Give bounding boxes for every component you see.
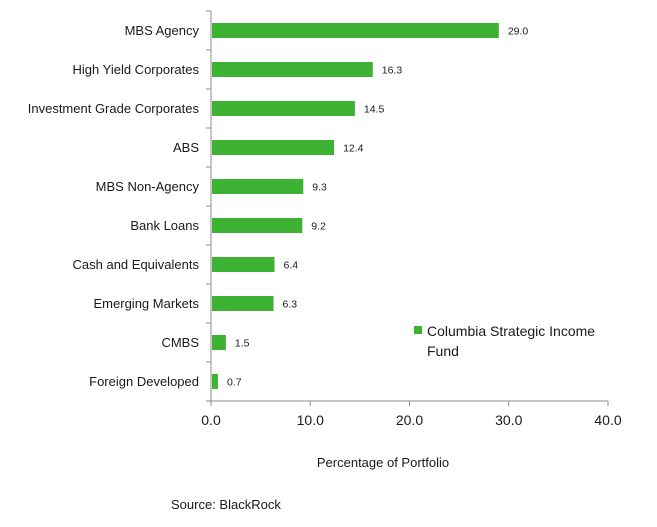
category-label-cmbs: CMBS [161,335,199,350]
x-tick-label-0: 0.0 [201,412,221,428]
bar-cash-and-equivalents [212,257,275,272]
x-tick-label-3: 30.0 [495,412,522,428]
category-label-investment-grade-corporates: Investment Grade Corporates [28,101,200,116]
category-label-high-yield-corporates: High Yield Corporates [73,62,200,77]
bar-foreign-developed [212,374,218,389]
value-label-foreign-developed: 0.7 [227,377,242,389]
value-label-abs: 12.4 [343,143,364,155]
bar-emerging-markets [212,296,274,311]
bar-cmbs [212,335,226,350]
value-label-emerging-markets: 6.3 [283,299,298,311]
category-label-cash-and-equivalents: Cash and Equivalents [73,257,200,272]
value-label-high-yield-corporates: 16.3 [382,65,403,77]
x-tick-labels: 0.0 10.0 20.0 30.0 40.0 [201,412,622,428]
value-label-cash-and-equivalents: 6.4 [284,260,299,272]
bar-abs [212,140,335,155]
category-labels: MBS Agency High Yield Corporates Investmen… [28,23,200,389]
x-axis-title: Percentage of Portfolio [317,455,449,470]
x-tick-label-2: 20.0 [396,412,423,428]
value-label-bank-loans: 9.2 [311,221,326,233]
bars-group [212,23,499,389]
legend: Columbia Strategic Income Fund [414,323,595,359]
value-label-mbs-agency: 29.0 [508,26,529,38]
category-label-bank-loans: Bank Loans [130,218,199,233]
legend-label-line-2: Fund [427,343,459,359]
legend-label-line-1: Columbia Strategic Income [427,323,595,339]
value-label-investment-grade-corporates: 14.5 [364,104,385,116]
bar-bank-loans [212,218,303,233]
category-label-emerging-markets: Emerging Markets [94,296,200,311]
x-tick-label-4: 40.0 [594,412,621,428]
category-label-abs: ABS [173,140,199,155]
category-label-mbs-non-agency: MBS Non-Agency [96,179,200,194]
x-tick-label-1: 10.0 [297,412,324,428]
axes [206,10,609,406]
bar-investment-grade-corporates [212,101,355,116]
value-labels: 29.0 16.3 14.5 12.4 9.3 9.2 6.4 6.3 1.5 0.7 [227,26,528,389]
category-label-mbs-agency: MBS Agency [125,23,200,38]
value-label-mbs-non-agency: 9.3 [312,182,327,194]
bar-mbs-agency [212,23,499,38]
bar-high-yield-corporates [212,62,373,77]
source-note: Source: BlackRock [171,497,281,512]
bar-mbs-non-agency [212,179,304,194]
legend-swatch [414,326,422,334]
category-label-foreign-developed: Foreign Developed [89,374,199,389]
value-label-cmbs: 1.5 [235,338,250,350]
